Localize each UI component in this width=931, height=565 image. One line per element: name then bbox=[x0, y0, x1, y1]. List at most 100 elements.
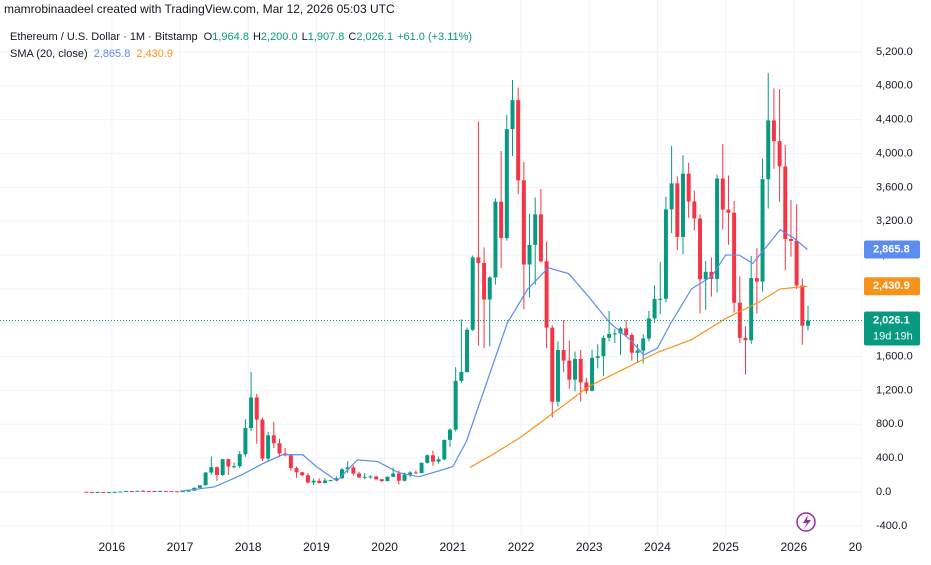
candle-body bbox=[288, 455, 293, 469]
candle-body bbox=[214, 467, 219, 476]
candle-body bbox=[658, 298, 663, 300]
candle-body bbox=[641, 338, 646, 351]
x-tick-label: 2016 bbox=[98, 540, 125, 554]
candle-body bbox=[379, 479, 384, 482]
candle-body bbox=[277, 443, 282, 454]
candle-body bbox=[260, 419, 265, 459]
candle-body bbox=[709, 271, 714, 279]
candle-body bbox=[141, 490, 146, 492]
candle-body bbox=[112, 491, 117, 493]
candle-body bbox=[777, 141, 782, 167]
x-tick-label: 2023 bbox=[576, 540, 603, 554]
candle-body bbox=[197, 485, 202, 488]
candle-body bbox=[408, 472, 413, 475]
x-tick-label: 2018 bbox=[235, 540, 262, 554]
price-tag-label: 2,430.9 bbox=[873, 280, 910, 292]
candle-body bbox=[118, 491, 123, 493]
candle-body bbox=[567, 360, 572, 380]
candle-body bbox=[516, 100, 521, 181]
ohlc-key: H bbox=[253, 31, 261, 43]
y-tick-label: 800.0 bbox=[876, 418, 904, 430]
symbol-name: Ethereum / U.S. Dollar · 1M · Bitstamp bbox=[10, 31, 198, 43]
candle-body bbox=[538, 214, 543, 262]
candle-body bbox=[550, 327, 555, 402]
candle-body bbox=[561, 350, 566, 361]
candle-body bbox=[590, 357, 595, 391]
candle-body bbox=[686, 173, 691, 202]
y-tick-label: 3,600.0 bbox=[876, 181, 913, 193]
candle-body bbox=[396, 473, 401, 481]
candle-body bbox=[436, 459, 441, 462]
candle-body bbox=[521, 180, 526, 265]
candle-body bbox=[334, 478, 339, 481]
candle-body bbox=[680, 173, 685, 237]
candle-body bbox=[635, 350, 640, 353]
candle-body bbox=[180, 491, 185, 493]
x-tick-label: 2026 bbox=[780, 540, 807, 554]
logo bbox=[796, 512, 816, 532]
candle-body bbox=[646, 318, 651, 339]
candle-body bbox=[351, 467, 356, 474]
y-tick-label: 5,200.0 bbox=[876, 46, 913, 58]
candle-body bbox=[544, 261, 549, 328]
price-tag-label: 2,865.8 bbox=[873, 243, 910, 255]
candle-body bbox=[362, 476, 367, 478]
candle-body bbox=[453, 380, 458, 430]
x-tick-label: 2021 bbox=[439, 540, 466, 554]
sma-line bbox=[469, 285, 808, 468]
candle-body bbox=[771, 120, 776, 142]
candle-body bbox=[158, 490, 163, 492]
candle-body bbox=[357, 473, 362, 478]
x-tick-label: 2017 bbox=[167, 540, 194, 554]
countdown-label: 19d 19h bbox=[873, 330, 913, 342]
candle-body bbox=[391, 473, 396, 477]
candle-body bbox=[209, 467, 214, 473]
candle-body bbox=[402, 474, 407, 481]
candle-body bbox=[760, 179, 765, 282]
x-tick-label: 2019 bbox=[303, 540, 330, 554]
ohlc-key: O bbox=[204, 31, 213, 43]
ohlc-value: 1,964.8 bbox=[212, 31, 249, 43]
indicator-name: SMA (20, close) bbox=[10, 48, 88, 60]
candle-body bbox=[555, 350, 560, 402]
candle-body bbox=[243, 428, 248, 455]
logo-ring bbox=[796, 512, 816, 532]
candle-body bbox=[305, 475, 310, 483]
candle-body bbox=[152, 490, 157, 492]
candle-body bbox=[624, 328, 629, 335]
candle-body bbox=[374, 476, 379, 480]
last-price-tag bbox=[864, 311, 920, 346]
candle-body bbox=[788, 238, 793, 241]
candle-body bbox=[499, 201, 504, 239]
candle-body bbox=[669, 183, 674, 210]
candle-body bbox=[493, 201, 498, 278]
candle-body bbox=[459, 372, 464, 381]
y-tick-label: 4,800.0 bbox=[876, 80, 913, 92]
candle-body bbox=[442, 439, 447, 460]
candle-body bbox=[447, 429, 452, 440]
y-tick-label: 0.0 bbox=[876, 486, 891, 498]
candle-body bbox=[618, 328, 623, 334]
candle-body bbox=[300, 472, 305, 476]
ohlc-value: 1,907.8 bbox=[308, 31, 345, 43]
candle-body bbox=[573, 358, 577, 380]
price-tag bbox=[864, 240, 920, 259]
candle-body bbox=[124, 491, 129, 493]
symbol-legend: Ethereum / U.S. Dollar · 1M · Bitstamp O1… bbox=[10, 31, 472, 43]
candle-body bbox=[476, 257, 481, 263]
candle-body bbox=[482, 262, 487, 300]
candle-body bbox=[578, 358, 583, 383]
candle-body bbox=[783, 166, 788, 239]
candle-body bbox=[584, 382, 589, 391]
x-tick-label: 2025 bbox=[712, 540, 739, 554]
candle-body bbox=[89, 491, 94, 493]
candle-body bbox=[163, 490, 168, 492]
ohlc-key: L bbox=[302, 31, 308, 43]
candle-body bbox=[743, 337, 748, 341]
y-tick-label: 3,200.0 bbox=[876, 215, 913, 227]
x-tick-label: 2022 bbox=[508, 540, 535, 554]
candle-body bbox=[107, 491, 111, 493]
candle-body bbox=[749, 278, 754, 341]
candle-body bbox=[226, 459, 231, 467]
